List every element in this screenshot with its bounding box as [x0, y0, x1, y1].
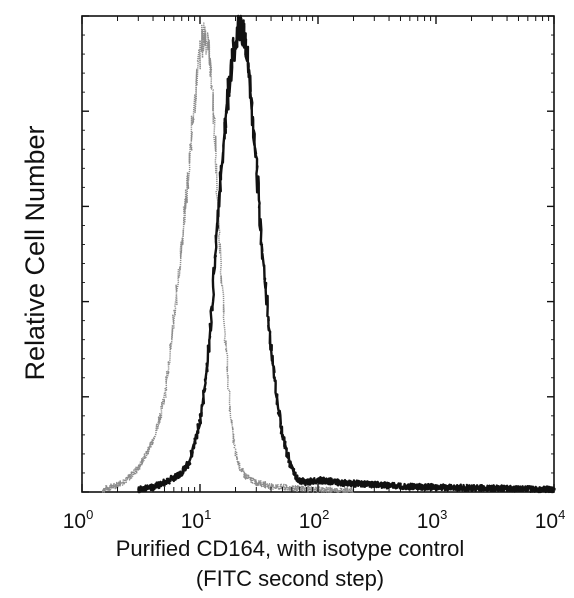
axis-ticks: 100 101 102 103 104 — [63, 15, 566, 533]
x-axis-label-line-2: (FITC second step) — [196, 566, 384, 591]
series-layer — [101, 14, 556, 494]
cd164-histogram-line — [136, 14, 556, 494]
x-tick-label: 101 — [181, 507, 212, 533]
y-axis-label: Relative Cell Number — [20, 125, 50, 380]
plot-border — [81, 15, 555, 493]
x-tick-label: 104 — [535, 507, 566, 533]
isotype-control-histogram-line — [101, 22, 355, 493]
x-tick-label: 103 — [417, 507, 448, 533]
plot-area — [81, 15, 555, 493]
x-tick-label: 102 — [299, 507, 330, 533]
x-tick-label: 100 — [63, 507, 94, 533]
x-axis-label-line-1: Purified CD164, with isotype control — [116, 536, 465, 561]
